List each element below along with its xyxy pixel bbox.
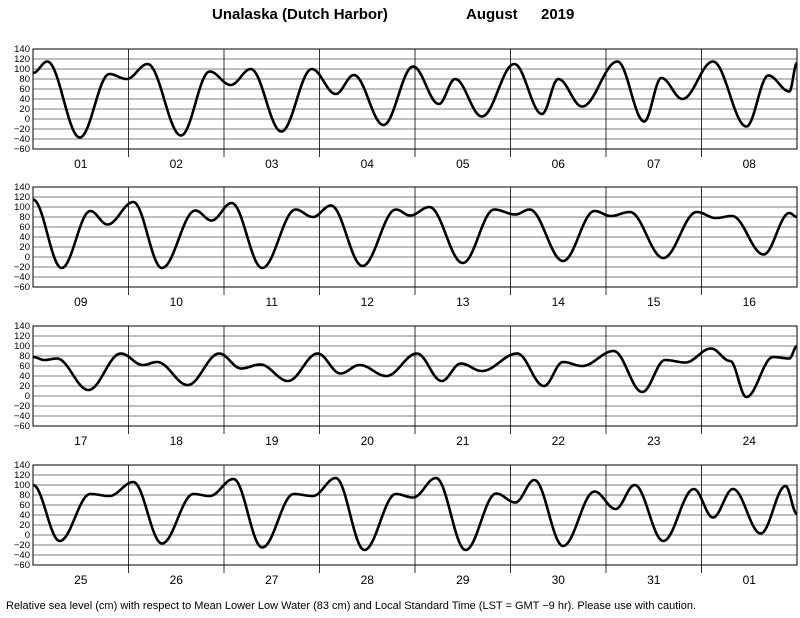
y-tick-label: 120 [14, 470, 30, 481]
y-tick-label: 40 [19, 232, 30, 243]
day-label: 10 [170, 295, 184, 309]
day-label: 18 [170, 434, 184, 448]
tide-series-line [32, 344, 798, 399]
y-tick-label: 20 [19, 381, 30, 392]
day-label: 12 [361, 295, 375, 309]
y-tick-label: 40 [19, 94, 30, 105]
y-tick-label: 80 [19, 74, 30, 85]
day-label: 14 [552, 295, 566, 309]
y-tick-label: −60 [14, 560, 30, 571]
y-tick-label: −60 [14, 421, 30, 432]
day-label: 17 [74, 434, 88, 448]
day-label: 27 [265, 573, 279, 587]
day-label: 04 [361, 157, 375, 171]
y-tick-label: 0 [25, 391, 30, 402]
y-tick-label: 80 [19, 490, 30, 501]
y-tick-label: −60 [14, 282, 30, 293]
day-label: 21 [456, 434, 470, 448]
y-tick-label: 140 [14, 321, 30, 332]
y-tick-label: 60 [19, 361, 30, 372]
y-tick-label: 120 [14, 192, 30, 203]
y-tick-label: 40 [19, 371, 30, 382]
tide-series-line [32, 476, 798, 552]
day-label: 11 [266, 295, 279, 309]
tide-series-line [32, 198, 798, 270]
y-tick-label: 0 [25, 252, 30, 263]
y-tick-label: 100 [14, 202, 30, 213]
y-tick-label: −20 [14, 540, 30, 551]
y-tick-label: 0 [25, 114, 30, 125]
y-tick-label: 80 [19, 351, 30, 362]
day-label: 08 [743, 157, 757, 171]
y-tick-label: 40 [19, 510, 30, 521]
day-label: 24 [743, 434, 757, 448]
y-tick-label: 20 [19, 104, 30, 115]
y-tick-label: 0 [25, 530, 30, 541]
y-tick-label: −40 [14, 411, 30, 422]
day-label: 28 [361, 573, 375, 587]
y-tick-label: 60 [19, 500, 30, 511]
day-label: 16 [743, 295, 757, 309]
chart-footnote: Relative sea level (cm) with respect to … [6, 600, 697, 612]
day-label: 03 [265, 157, 279, 171]
y-tick-label: −40 [14, 272, 30, 283]
day-label: 25 [74, 573, 88, 587]
day-label: 23 [647, 434, 661, 448]
y-tick-label: −40 [14, 134, 30, 145]
day-label: 30 [552, 573, 566, 587]
day-label: 02 [170, 157, 184, 171]
y-tick-label: −20 [14, 401, 30, 412]
y-tick-label: 140 [14, 460, 30, 471]
y-tick-label: 20 [19, 520, 30, 531]
y-tick-label: −20 [14, 262, 30, 273]
day-label: 07 [647, 157, 661, 171]
y-tick-label: 140 [14, 44, 30, 55]
day-label: 29 [456, 573, 470, 587]
day-label: 15 [647, 295, 661, 309]
y-tick-label: 120 [14, 331, 30, 342]
tide-series-line [32, 60, 798, 139]
y-tick-label: 120 [14, 54, 30, 65]
y-tick-label: −40 [14, 550, 30, 561]
y-tick-label: 100 [14, 64, 30, 75]
day-label: 09 [74, 295, 88, 309]
day-label: 31 [647, 573, 661, 587]
y-tick-label: 80 [19, 212, 30, 223]
chart-title-month: August [466, 6, 518, 23]
day-label: 26 [170, 573, 184, 587]
day-label: 01 [743, 573, 757, 587]
day-label: 06 [552, 157, 566, 171]
day-label: 19 [265, 434, 279, 448]
y-tick-label: 60 [19, 84, 30, 95]
y-tick-label: 100 [14, 341, 30, 352]
y-tick-label: 100 [14, 480, 30, 491]
day-label: 13 [456, 295, 470, 309]
chart-title-location: Unalaska (Dutch Harbor) [212, 6, 388, 23]
y-tick-label: 20 [19, 242, 30, 253]
y-tick-label: 140 [14, 182, 30, 193]
day-label: 01 [74, 157, 88, 171]
day-label: 22 [552, 434, 566, 448]
chart-title-year: 2019 [541, 6, 575, 23]
y-tick-label: 60 [19, 222, 30, 233]
y-tick-label: −60 [14, 144, 30, 155]
day-label: 05 [456, 157, 470, 171]
y-tick-label: −20 [14, 124, 30, 135]
day-label: 20 [361, 434, 375, 448]
